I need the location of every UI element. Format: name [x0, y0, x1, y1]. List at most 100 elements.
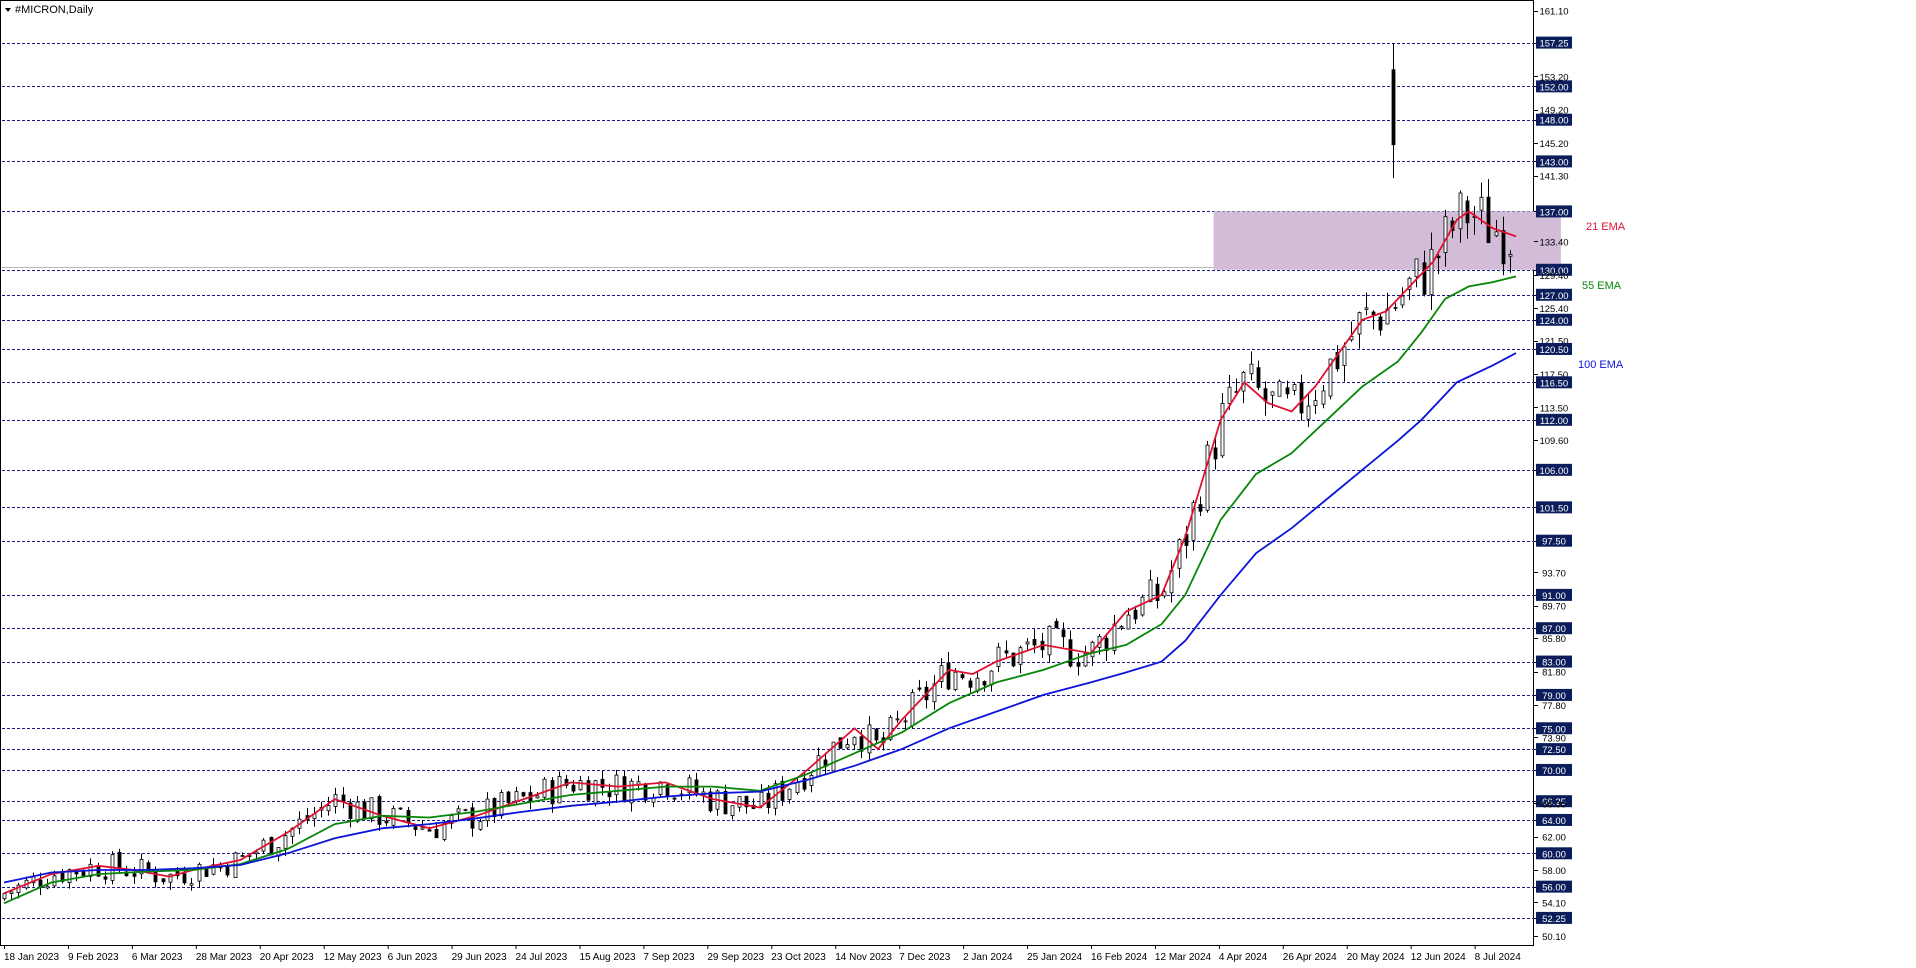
candle[interactable]: [1429, 248, 1434, 295]
candle[interactable]: [1205, 444, 1210, 511]
candle[interactable]: [1256, 367, 1261, 388]
candle[interactable]: [759, 791, 764, 807]
candle[interactable]: [1371, 311, 1376, 316]
candle[interactable]: [2, 893, 7, 900]
resistance-zone-rect[interactable]: [1213, 211, 1561, 270]
candle[interactable]: [888, 716, 893, 740]
candle[interactable]: [1285, 387, 1290, 395]
candle[interactable]: [1032, 639, 1037, 646]
candle[interactable]: [932, 683, 937, 703]
candle[interactable]: [1494, 231, 1499, 237]
candle[interactable]: [103, 876, 108, 880]
candle[interactable]: [1364, 307, 1369, 310]
candle[interactable]: [254, 851, 259, 855]
candle[interactable]: [81, 870, 86, 877]
candle[interactable]: [1191, 502, 1196, 541]
candle[interactable]: [1061, 629, 1066, 638]
candle[interactable]: [1400, 295, 1405, 306]
candle[interactable]: [197, 863, 202, 882]
candle[interactable]: [535, 795, 540, 799]
candle[interactable]: [420, 827, 425, 830]
candle[interactable]: [614, 774, 619, 796]
candle[interactable]: [1018, 647, 1023, 665]
candle[interactable]: [211, 864, 216, 875]
candle[interactable]: [348, 802, 353, 820]
candle[interactable]: [939, 665, 944, 682]
candle[interactable]: [1198, 504, 1203, 512]
candle[interactable]: [730, 805, 735, 816]
candle[interactable]: [867, 724, 872, 754]
candle[interactable]: [1414, 258, 1419, 278]
candle[interactable]: [1162, 591, 1167, 597]
candle[interactable]: [398, 807, 403, 810]
candle[interactable]: [1328, 358, 1333, 397]
candle[interactable]: [1047, 625, 1052, 656]
candle[interactable]: [168, 873, 173, 883]
candle[interactable]: [1508, 253, 1513, 257]
candle[interactable]: [442, 822, 447, 840]
candle[interactable]: [478, 821, 483, 830]
candle[interactable]: [1270, 391, 1275, 396]
candle[interactable]: [946, 662, 951, 690]
candle[interactable]: [557, 776, 562, 804]
candle[interactable]: [161, 878, 166, 883]
candle[interactable]: [1119, 626, 1124, 629]
candle[interactable]: [182, 873, 187, 884]
candle[interactable]: [968, 680, 973, 688]
triangle-down-icon[interactable]: [5, 8, 11, 12]
candle[interactable]: [413, 826, 418, 831]
candle[interactable]: [787, 788, 792, 800]
candle[interactable]: [9, 891, 14, 894]
candle[interactable]: [809, 774, 814, 786]
candle[interactable]: [1342, 346, 1347, 366]
candle[interactable]: [996, 646, 1001, 667]
candle[interactable]: [384, 820, 389, 824]
candle[interactable]: [1292, 384, 1297, 391]
candle[interactable]: [506, 791, 511, 804]
candle[interactable]: [1378, 316, 1383, 331]
candle[interactable]: [1148, 579, 1153, 602]
candle[interactable]: [982, 681, 987, 686]
candle[interactable]: [895, 718, 900, 721]
candle[interactable]: [499, 792, 504, 817]
candle[interactable]: [456, 808, 461, 813]
candle[interactable]: [1068, 639, 1073, 667]
candle[interactable]: [874, 728, 879, 741]
candle[interactable]: [1249, 363, 1254, 375]
candle[interactable]: [1277, 380, 1282, 397]
candle[interactable]: [355, 801, 360, 822]
candle[interactable]: [326, 805, 331, 812]
candle[interactable]: [377, 796, 382, 825]
candle[interactable]: [550, 780, 555, 805]
candle[interactable]: [67, 869, 72, 884]
candle[interactable]: [795, 781, 800, 793]
candle[interactable]: [831, 741, 836, 772]
candle[interactable]: [1054, 620, 1059, 629]
candle[interactable]: [1220, 403, 1225, 457]
candle[interactable]: [586, 780, 591, 801]
ema-line-55[interactable]: [3, 275, 1517, 905]
candle[interactable]: [139, 859, 144, 875]
candle[interactable]: [672, 797, 677, 800]
candle[interactable]: [132, 873, 137, 877]
candle[interactable]: [1486, 196, 1491, 244]
candle[interactable]: [1501, 230, 1506, 265]
candle[interactable]: [1025, 641, 1030, 645]
candle[interactable]: [189, 883, 194, 886]
candle[interactable]: [1213, 447, 1218, 460]
candle[interactable]: [1479, 196, 1484, 211]
candle[interactable]: [845, 744, 850, 749]
candle[interactable]: [622, 776, 627, 803]
candle[interactable]: [917, 687, 922, 690]
candle[interactable]: [1335, 351, 1340, 370]
candle[interactable]: [564, 778, 569, 786]
candle[interactable]: [1155, 583, 1160, 602]
candle[interactable]: [1227, 386, 1232, 404]
candle[interactable]: [1133, 609, 1138, 620]
candle[interactable]: [1112, 623, 1117, 651]
candle[interactable]: [1391, 69, 1396, 146]
candle[interactable]: [1443, 216, 1448, 253]
candle[interactable]: [578, 780, 583, 791]
candle[interactable]: [687, 777, 692, 794]
